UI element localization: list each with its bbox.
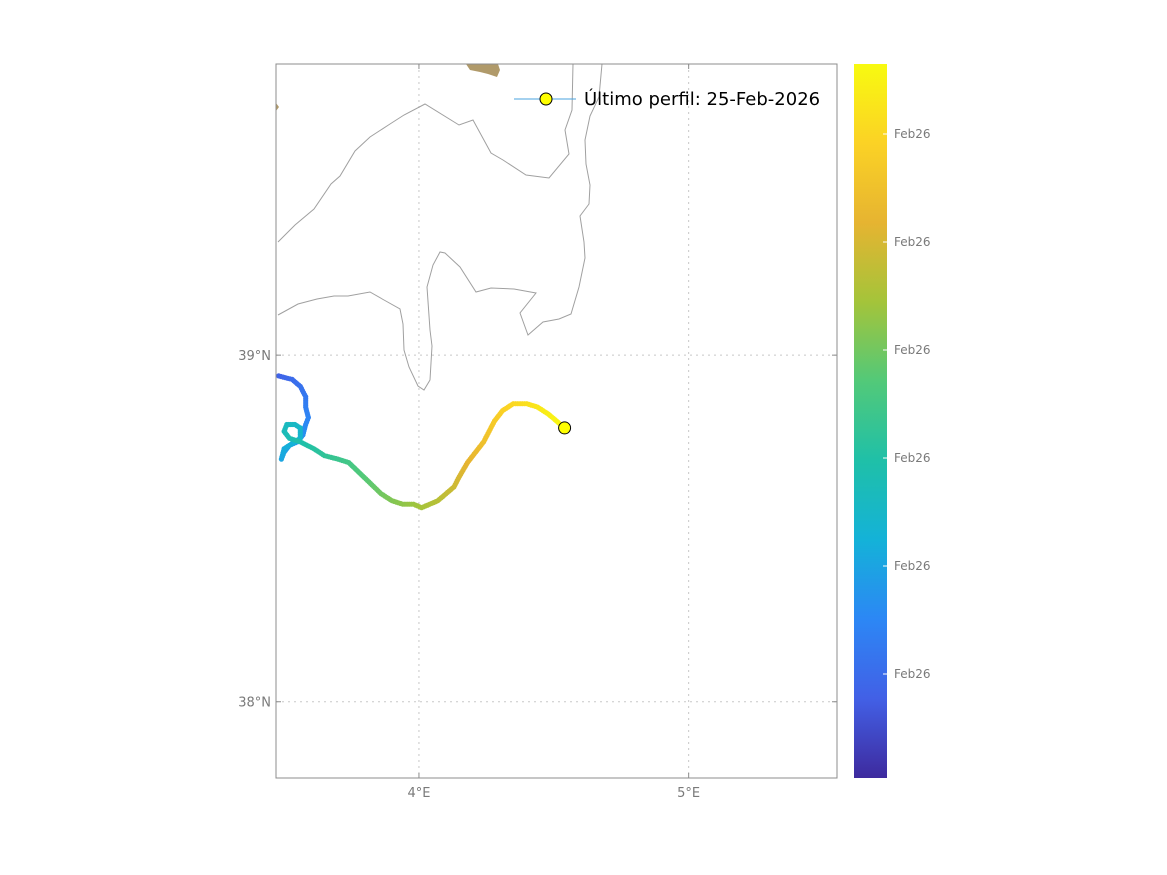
- legend-marker: [539, 92, 553, 106]
- map-layers: [276, 64, 603, 391]
- map-legend: Último perfil: 25-Feb-2026: [514, 88, 820, 110]
- colorbar-gradient: [854, 64, 887, 778]
- land-patch-left: [276, 103, 279, 111]
- x-tick-label: 5°E: [677, 786, 700, 801]
- colorbar: Feb26 Feb26 Feb26 Feb26 Feb26 Feb26: [854, 64, 931, 778]
- colorbar-label: Feb26: [894, 451, 931, 465]
- colorbar-label: Feb26: [894, 667, 931, 681]
- y-tick-label: 39°N: [238, 349, 271, 364]
- bathymetry-contour-1: [277, 64, 574, 243]
- colorbar-labels: Feb26 Feb26 Feb26 Feb26 Feb26 Feb26: [883, 127, 931, 681]
- x-tick-label: 4°E: [407, 786, 430, 801]
- land-patch-top: [466, 64, 500, 77]
- legend-label: Último perfil: 25-Feb-2026: [584, 88, 820, 110]
- last-profile-marker[interactable]: [558, 421, 572, 435]
- y-tick-label: 38°N: [238, 696, 271, 711]
- axis-ticks: 4°E 5°E 39°N 38°N: [238, 64, 837, 801]
- map-frame: [275, 63, 838, 779]
- colorbar-label: Feb26: [894, 127, 931, 141]
- map-gridlines: [276, 64, 837, 778]
- bathymetry-contour-2: [277, 64, 603, 391]
- colorbar-label: Feb26: [894, 235, 931, 249]
- colorbar-label: Feb26: [894, 343, 931, 357]
- float-track: [276, 373, 566, 511]
- colorbar-label: Feb26: [894, 559, 931, 573]
